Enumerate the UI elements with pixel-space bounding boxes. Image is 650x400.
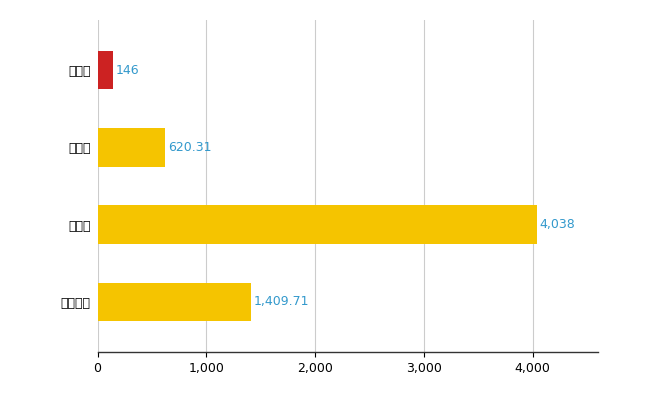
- Text: 146: 146: [116, 64, 140, 77]
- Text: 4,038: 4,038: [540, 218, 575, 231]
- Text: 620.31: 620.31: [168, 141, 211, 154]
- Text: 1,409.71: 1,409.71: [254, 295, 309, 308]
- Bar: [98, 205, 537, 244]
- Bar: [98, 51, 113, 90]
- Bar: [98, 282, 251, 321]
- Bar: [98, 128, 165, 167]
